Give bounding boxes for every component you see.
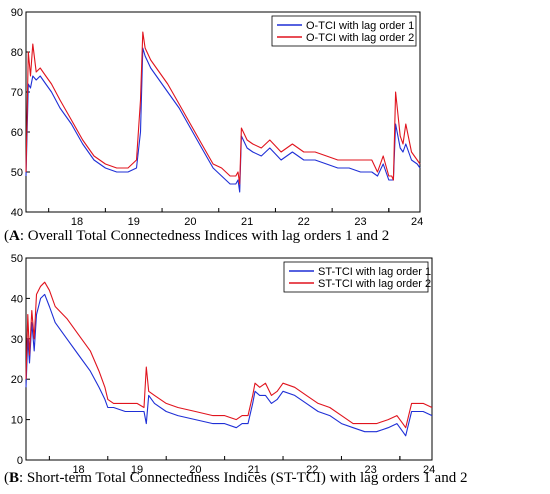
legend-label-a-1: O-TCI with lag order 1: [306, 20, 414, 32]
y-tick-label-a: 40: [11, 207, 23, 219]
y-tick-label-a: 80: [11, 47, 23, 59]
x-tick-label-b: 22: [306, 464, 318, 476]
caption-b-label: B: [9, 470, 20, 486]
series-line-a-1: [25, 47, 421, 193]
caption-b: (B: Short-term Total Connectedness Indic…: [4, 470, 468, 486]
y-tick-label-a: 50: [11, 167, 23, 179]
x-tick-label-b: 19: [131, 464, 143, 476]
y-tick-label-a: 60: [11, 127, 23, 139]
caption-b-text: : Short-term Total Connectedness Indices…: [19, 470, 468, 486]
series-line-a-2: [25, 31, 421, 185]
legend-box-a: [271, 15, 417, 47]
caption-a-label: A: [9, 228, 20, 244]
x-tick-label-b: 20: [189, 464, 201, 476]
y-tick-label-b: 0: [17, 455, 23, 467]
legend-label-a-2: O-TCI with lag order 2: [306, 32, 414, 44]
x-tick-label-b: 18: [72, 464, 84, 476]
legend-label-b-1: ST-TCI with lag order 1: [318, 266, 431, 278]
series-line-b-1: [25, 293, 433, 437]
x-tick-label-a: 23: [354, 216, 366, 228]
x-tick-label-a: 18: [71, 216, 83, 228]
y-tick-label-b: 20: [11, 374, 23, 386]
x-tick-label-b: 24: [423, 464, 435, 476]
x-tick-label-a: 22: [298, 216, 310, 228]
x-tick-label-a: 21: [241, 216, 253, 228]
x-tick-label-b: 23: [365, 464, 377, 476]
y-tick-label-b: 30: [11, 334, 23, 346]
legend-box-b: [283, 261, 429, 293]
x-tick-label-a: 20: [184, 216, 196, 228]
y-tick-label-a: 70: [11, 87, 23, 99]
y-tick-label-b: 50: [11, 253, 23, 265]
y-tick-label-b: 10: [11, 415, 23, 427]
caption-a: (A: Overall Total Connectedness Indices …: [4, 228, 390, 244]
caption-a-text: : Overall Total Connectedness Indices wi…: [19, 228, 390, 244]
x-tick-label-b: 21: [248, 464, 260, 476]
x-tick-label-a: 24: [411, 216, 423, 228]
y-tick-label-b: 40: [11, 293, 23, 305]
legend-label-b-2: ST-TCI with lag order 2: [318, 278, 431, 290]
series-line-b-2: [25, 281, 433, 429]
y-tick-label-a: 90: [11, 7, 23, 19]
x-tick-label-a: 19: [128, 216, 140, 228]
